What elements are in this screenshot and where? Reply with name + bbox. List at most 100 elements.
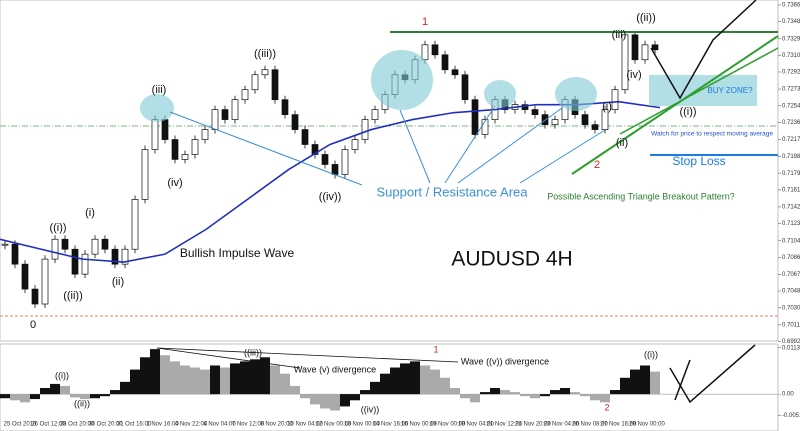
- candle: [1, 243, 9, 246]
- oscillator-bar: [490, 388, 500, 395]
- candle: [281, 99, 289, 115]
- y-tick-label: 0.71235: [782, 221, 800, 227]
- candle: [111, 248, 119, 265]
- candle: [81, 253, 89, 275]
- x-tick-label: 16 Nov 00:00: [401, 422, 437, 428]
- oscillator-bar: [0, 394, 10, 399]
- x-tick-label: 25 Oct 2016: [4, 422, 37, 428]
- moving-average: [0, 100, 661, 263]
- oscillator-bar: [570, 392, 580, 395]
- oscillator-bar: [290, 385, 300, 395]
- oscillator-bar: [440, 377, 450, 395]
- annotation: 2: [604, 402, 609, 412]
- candle: [451, 69, 459, 76]
- candle: [651, 44, 659, 51]
- oscillator-bar: [350, 394, 360, 401]
- candle: [161, 119, 169, 140]
- candle: [271, 69, 279, 101]
- divergence-line: [156, 347, 459, 363]
- x-tick-label: 31 Oct 16:00: [117, 422, 152, 428]
- candle: [331, 164, 339, 175]
- annotation: Wave (v) divergence: [294, 364, 376, 374]
- oscillator-bar: [190, 367, 200, 395]
- oscillator-bar: [590, 394, 600, 401]
- candle: [621, 34, 629, 91]
- oscillator-bar: [270, 365, 280, 395]
- candle: [151, 119, 159, 150]
- x-tick-label: 4 Nov 04:00: [203, 422, 236, 428]
- oscillator-bar: [250, 359, 260, 395]
- candle: [41, 258, 49, 305]
- y-tick-label: 0.70485: [782, 289, 800, 295]
- annotation: ((ii)): [74, 398, 90, 408]
- y2-tick-label: 0.011334: [782, 345, 800, 351]
- projection: [674, 359, 691, 401]
- price-pane: [0, 0, 779, 342]
- annotation: ((iv)): [361, 404, 380, 414]
- candle: [321, 154, 329, 165]
- candle: [261, 69, 269, 76]
- oscillator-bar: [510, 392, 520, 395]
- oscillator-bar: [530, 394, 540, 399]
- oscillator-bar: [360, 390, 370, 395]
- annotation: ((ii)): [636, 12, 656, 24]
- oscillator-bar: [600, 394, 610, 403]
- oscillator-bar: [420, 365, 430, 395]
- candle: [191, 139, 199, 155]
- oscillator-bar: [400, 363, 410, 395]
- y-tick-label: 0.72545: [782, 103, 800, 109]
- candle: [421, 44, 429, 61]
- y-tick-label: 0.73105: [782, 53, 800, 59]
- candle: [481, 119, 489, 135]
- oscillator-bar: [140, 357, 150, 395]
- annotation: Support / Resistance Area: [376, 184, 528, 199]
- y-tick-label: 0.69925: [782, 339, 800, 345]
- oscillator-bar: [520, 394, 530, 397]
- candle: [341, 149, 349, 175]
- candle: [461, 74, 469, 101]
- x-tick-label: 28 Oct 20:00: [60, 422, 95, 428]
- projection: [669, 344, 756, 404]
- overlays: [140, 0, 779, 404]
- annotation: BUY ZONE?: [707, 86, 753, 95]
- oscillator-bar: [630, 369, 640, 395]
- oscillator-bar: [380, 373, 390, 395]
- oscillator-bar: [460, 394, 470, 399]
- oscillator-bar: [120, 381, 130, 395]
- x-tick-label: 19 Nov 04:00: [458, 422, 494, 428]
- y2-tick-label: 0.00: [782, 392, 794, 398]
- candle: [361, 119, 369, 140]
- annotation: 1: [433, 344, 438, 354]
- oscillator-bar: [90, 394, 100, 399]
- annotation: (ii): [112, 276, 124, 288]
- oscillator-bar: [500, 390, 510, 395]
- candle: [371, 109, 379, 120]
- candle: [301, 129, 309, 145]
- candle: [601, 109, 609, 130]
- candle: [131, 199, 139, 250]
- oscillator-bar: [230, 363, 240, 395]
- oscillator-bar: [480, 392, 490, 395]
- annotation: 2: [594, 159, 600, 171]
- oscillator-bar: [60, 385, 70, 395]
- oscillator-bar: [280, 373, 290, 395]
- annotation: 1: [422, 16, 428, 28]
- oscillator-bar: [410, 361, 420, 395]
- oscillator-bar: [560, 388, 570, 395]
- x-tick-label: 26 Nov 08:00: [572, 422, 608, 428]
- candle: [291, 114, 299, 130]
- candle: [181, 154, 189, 160]
- highlight: [555, 77, 597, 111]
- candle: [541, 114, 549, 125]
- oscillator-bar: [240, 361, 250, 395]
